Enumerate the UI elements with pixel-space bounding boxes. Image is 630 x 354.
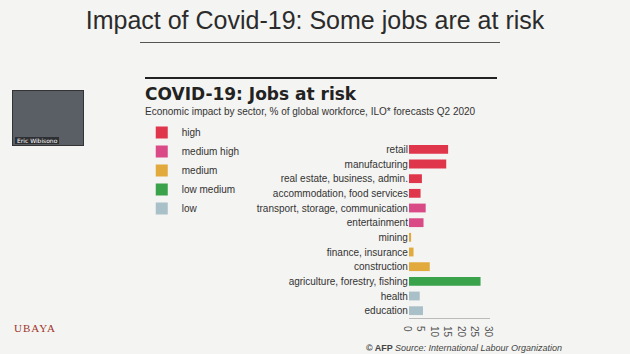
html-text:Eric Wibisono: Eric Wibisono: [17, 137, 58, 144]
svg-text:25: 25: [469, 326, 480, 338]
svg-text:15: 15: [442, 326, 453, 338]
svg-text:finance, insurance: finance, insurance: [327, 247, 409, 258]
svg-text:construction: construction: [354, 261, 408, 272]
svg-text:mining: mining: [378, 232, 407, 243]
html-text:Economic impact by sector, % o: Economic impact by sector, % of global w…: [145, 106, 476, 117]
svg-text:manufacturing: manufacturing: [345, 159, 408, 170]
svg-text:0: 0: [402, 326, 413, 332]
svg-text:Source: International Labour O: Source: International Labour Organizatio…: [395, 343, 562, 353]
svg-text:transport, storage, communicat: transport, storage, communication: [257, 203, 408, 214]
svg-text:5: 5: [415, 326, 426, 332]
html-text:COVID-19: Jobs at risk: COVID-19: Jobs at risk: [145, 84, 357, 104]
svg-text:low: low: [182, 203, 198, 214]
svg-text:health: health: [381, 291, 408, 302]
svg-text:10: 10: [429, 326, 440, 338]
svg-text:medium high: medium high: [182, 146, 239, 157]
svg-text:© AFP: © AFP: [366, 343, 393, 353]
svg-text:medium: medium: [182, 165, 218, 176]
svg-text:30: 30: [483, 326, 494, 338]
svg-text:accommodation, food services: accommodation, food services: [273, 188, 408, 199]
svg-text:entertainment: entertainment: [347, 217, 408, 228]
svg-text:education: education: [365, 305, 408, 316]
html-text:UBAYA: UBAYA: [14, 322, 56, 334]
svg-text:real estate, business, admin.: real estate, business, admin.: [281, 173, 408, 184]
svg-text:low medium: low medium: [182, 184, 235, 195]
svg-text:agriculture, forestry, fishing: agriculture, forestry, fishing: [289, 276, 408, 287]
svg-text:retail: retail: [386, 144, 408, 155]
svg-text:20: 20: [456, 326, 467, 338]
svg-text:high: high: [182, 127, 201, 138]
html-text:Impact of Covid-19: Some jobs: Impact of Covid-19: Some jobs are at ris…: [85, 6, 545, 34]
